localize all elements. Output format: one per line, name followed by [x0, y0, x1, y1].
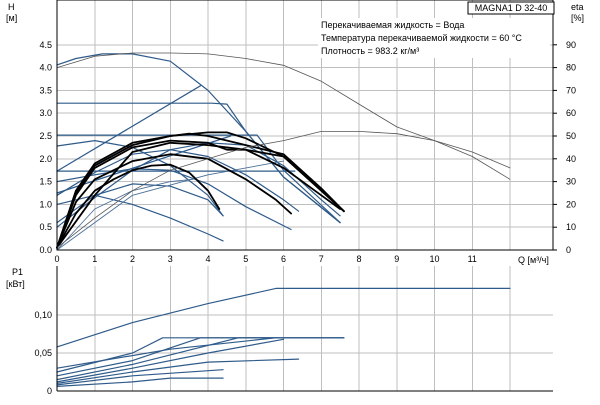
eta-tick-label: 10: [566, 222, 576, 232]
h-tick-label: 0.0: [39, 245, 52, 255]
h-tick-label: 3.5: [39, 85, 52, 95]
grid-layer: [56, 0, 553, 392]
power-performance-curve: [56, 358, 300, 384]
head-efficiency-curve: [56, 131, 511, 249]
head-bold-curve: [56, 163, 221, 249]
eta-tick-label: 90: [566, 40, 576, 50]
head-performance-curve: [56, 134, 341, 224]
h-tick-label: 1.5: [39, 177, 52, 187]
head-performance-curve: [56, 53, 341, 224]
h-tick-label: 0.5: [39, 222, 52, 232]
annotation-density: Плотность = 983.2 кг/м³: [321, 46, 419, 56]
power-performance-curve: [56, 377, 224, 387]
power-performance-curve: [56, 369, 224, 386]
p1-axis-label: P1: [12, 267, 23, 277]
eta-tick-label: 80: [566, 63, 576, 73]
power-performance-curve: [56, 337, 277, 369]
power-performance-curve: [56, 337, 345, 381]
h-tick-label: 4.0: [39, 63, 52, 73]
head-performance-curve: [56, 140, 224, 217]
q-tick-label: 6: [281, 254, 286, 264]
power-performance-curve: [56, 338, 285, 383]
p1-tick-label: 0,10: [34, 310, 52, 320]
head-bold-curve: [56, 141, 345, 249]
eta-axis-label: eta: [571, 2, 584, 12]
head-performance-curve: [56, 194, 224, 242]
p1-axis-unit: [кВт]: [6, 279, 25, 289]
head-bold-curve: [56, 153, 292, 249]
q-tick-label: 10: [429, 254, 439, 264]
q-tick-label: 0: [54, 254, 59, 264]
q-tick-label: 5: [243, 254, 248, 264]
head-performance-curve: [56, 85, 201, 172]
q-tick-label: 9: [394, 254, 399, 264]
q-tick-label: 8: [356, 254, 361, 264]
head-bold-curve: [56, 139, 341, 249]
q-tick-label: 4: [205, 254, 210, 264]
p1-tick-label: 0,05: [34, 348, 52, 358]
h-tick-label: 2.5: [39, 131, 52, 141]
model-title-box: [467, 1, 555, 15]
h-tick-label: 4.5: [39, 40, 52, 50]
annotation-temperature: Температура перекачиваемой жидкости = 60…: [321, 33, 522, 43]
eta-tick-label: 70: [566, 85, 576, 95]
model-title: MAGNA1 D 32-40: [475, 3, 548, 13]
top-panel-frame: [56, 0, 554, 251]
q-tick-label: 2: [130, 254, 135, 264]
power-performance-curve: [56, 287, 511, 348]
h-axis-unit: [м]: [6, 13, 17, 23]
head-thin-curve: [56, 160, 284, 251]
eta-tick-label: 20: [566, 199, 576, 209]
h-tick-label: 3.0: [39, 108, 52, 118]
eta-tick-label: 0: [566, 245, 571, 255]
q-tick-label: 11: [468, 254, 477, 264]
head-performance-curve: [56, 102, 341, 224]
head-performance-curve: [56, 183, 224, 224]
eta-axis-unit: [%]: [571, 13, 584, 23]
eta-tick-label: 30: [566, 177, 576, 187]
annotation-background: [318, 18, 550, 58]
axis-layer: 0.00.51.01.52.02.53.03.54.04.50102030405…: [34, 0, 576, 396]
q-tick-label: 7: [319, 254, 324, 264]
q-tick-label: 1: [92, 254, 97, 264]
eta-tick-label: 40: [566, 154, 576, 164]
h-tick-label: 1.0: [39, 199, 52, 209]
h-tick-label: 2.0: [39, 154, 52, 164]
q-axis-label: Q [м³/ч]: [518, 255, 549, 265]
power-performance-curve: [56, 337, 345, 377]
head-performance-curve: [56, 149, 300, 212]
h-axis-label: H: [8, 2, 15, 12]
eta-tick-label: 60: [566, 108, 576, 118]
q-tick-label: 3: [168, 254, 173, 264]
annotation-fluid: Перекачиваемая жидкость = Вода: [321, 20, 464, 30]
series-layer: [56, 52, 511, 387]
p1-tick-label: 0: [47, 386, 52, 396]
eta-tick-label: 50: [566, 131, 576, 141]
